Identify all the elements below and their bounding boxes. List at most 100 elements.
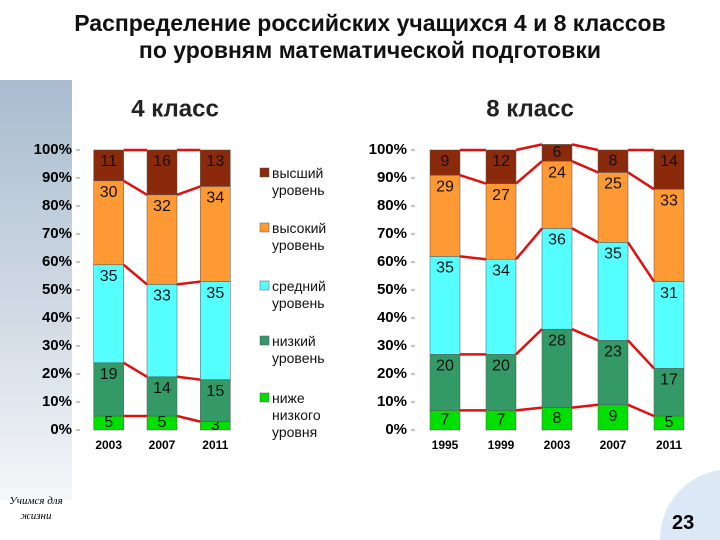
connector [123, 361, 148, 378]
x-tick-label: 1995 [432, 438, 459, 452]
connector [515, 143, 543, 152]
bar-segment [653, 149, 685, 190]
bar-segment [597, 404, 629, 431]
connector [571, 328, 599, 342]
x-tick-label: 2003 [95, 438, 122, 452]
bar-segment [541, 228, 573, 330]
decor-strip [0, 80, 72, 500]
legend-swatch [259, 392, 270, 403]
connector [459, 255, 487, 261]
legend-swatch [259, 222, 270, 233]
bar-segment [429, 149, 461, 176]
y-tick-label: 0% [385, 421, 407, 438]
data-label: 32 [153, 198, 171, 215]
data-label: 27 [492, 187, 510, 204]
x-tick-label: 2007 [149, 438, 176, 452]
data-label: 33 [153, 288, 171, 305]
data-label: 34 [206, 190, 224, 207]
data-label: 19 [100, 366, 118, 383]
legend-swatch [259, 167, 270, 178]
y-tick-label: 70% [42, 225, 72, 242]
chart-title: 8 класс [486, 95, 574, 122]
legend-swatch [259, 335, 270, 346]
connector [515, 160, 543, 185]
legend-label: средний уровень [272, 278, 326, 311]
bar-segment [485, 183, 517, 260]
data-label: 17 [660, 372, 678, 389]
legend-swatch [259, 280, 270, 291]
bar-segment [485, 149, 517, 184]
y-tick-label: 20% [377, 365, 407, 382]
connector [571, 143, 599, 152]
bar-segment [93, 362, 124, 417]
bar-segment [541, 160, 573, 229]
chart-title: 4 класс [131, 95, 219, 122]
data-label: 12 [492, 153, 510, 170]
legend-label: высокий уровень [272, 220, 327, 253]
connector [176, 375, 201, 381]
data-label: 35 [604, 246, 622, 263]
bar-segment [485, 258, 517, 355]
bar-segment [429, 256, 461, 355]
y-tick-label: 0% [50, 421, 72, 438]
slide-title: Распределение российских учащихся 4 и 8 … [74, 10, 666, 63]
data-label: 5 [104, 414, 113, 431]
y-tick-label: 10% [377, 393, 407, 410]
data-label: 20 [436, 358, 454, 375]
bar-segment [200, 149, 231, 187]
y-tick-label: 60% [377, 253, 407, 270]
y-tick-label: 90% [377, 169, 407, 186]
bar-segment [597, 149, 629, 173]
data-label: 36 [548, 232, 566, 249]
bar-segment [200, 379, 231, 422]
connector [459, 174, 487, 185]
legend-label: ниже низкого уровня [272, 390, 321, 440]
data-label: 30 [100, 184, 118, 201]
y-tick-label: 50% [377, 281, 407, 298]
footer: Учимся для жизни [9, 495, 63, 522]
bar-segment [653, 188, 685, 282]
data-label: 11 [100, 153, 117, 170]
bar-segment [429, 174, 461, 257]
data-label: 28 [548, 332, 566, 349]
data-label: 5 [158, 414, 167, 431]
y-tick-label: 30% [377, 337, 407, 354]
bar-segment [541, 328, 573, 408]
data-label: 8 [553, 410, 562, 427]
connector [571, 160, 599, 174]
connector [627, 171, 655, 191]
y-tick-label: 30% [42, 337, 72, 354]
data-label: 23 [604, 344, 622, 361]
bar-segment [541, 144, 573, 162]
connector [515, 328, 543, 356]
data-label: 35 [100, 268, 118, 285]
data-label: 20 [492, 358, 510, 375]
bar-segment [597, 340, 629, 406]
connector [176, 185, 201, 196]
bar-segment [93, 180, 124, 266]
x-tick-label: 2011 [202, 438, 228, 452]
data-label: 29 [436, 178, 454, 195]
connector [571, 227, 599, 244]
bar-segment [93, 264, 124, 364]
bar-segment [485, 354, 517, 411]
connector [515, 227, 543, 261]
y-tick-label: 80% [377, 197, 407, 214]
y-tick-label: 10% [42, 393, 72, 410]
y-tick-label: 80% [42, 197, 72, 214]
data-label: 7 [441, 411, 450, 428]
data-label: 33 [660, 192, 678, 209]
connector [515, 406, 543, 412]
x-tick-label: 2011 [656, 438, 682, 452]
data-label: 7 [497, 411, 506, 428]
bar-segment [653, 281, 685, 369]
connector [627, 339, 655, 370]
page-number: 23 [672, 512, 695, 534]
connector [176, 414, 201, 423]
data-label: 31 [660, 285, 678, 302]
y-tick-label: 40% [377, 309, 407, 326]
y-tick-label: 90% [42, 169, 72, 186]
data-label: 14 [660, 153, 678, 170]
bar-segment [146, 194, 178, 285]
